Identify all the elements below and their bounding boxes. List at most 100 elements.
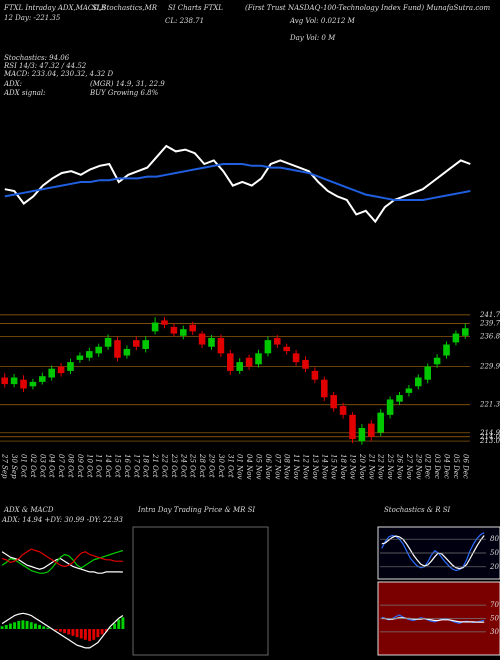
x-tick-label: 18 Nov	[339, 454, 347, 479]
candle-body	[133, 340, 140, 347]
x-tick-label: 22 Oct	[161, 453, 169, 478]
histogram-bar	[21, 620, 25, 629]
candle-body	[339, 406, 347, 415]
x-tick-label: 29 Oct	[208, 453, 216, 478]
annotation: 12 Day: -221.35	[4, 14, 61, 22]
candle-body	[405, 388, 413, 393]
x-tick-label: 25 Nov	[386, 453, 394, 479]
candle-body	[433, 357, 441, 365]
histogram-bar	[29, 622, 33, 629]
histogram-bar	[104, 629, 108, 632]
annotation: MACD: 233.04, 230.32, 4.32 D	[3, 70, 113, 78]
x-tick-label: 09 Oct	[76, 454, 84, 478]
y-tick-label: 239.79	[479, 319, 500, 327]
x-tick-label: 25 Oct	[189, 453, 197, 478]
histogram-bar	[100, 629, 104, 635]
x-tick-label: 27 Sep	[1, 453, 9, 479]
x-tick-label: 15 Nov	[330, 454, 338, 479]
histogram-bar	[13, 622, 17, 629]
candle-body	[48, 368, 55, 378]
y-tick-label: 70	[490, 601, 499, 609]
x-tick-label: 08 Oct	[67, 454, 75, 478]
candle-body	[95, 346, 102, 354]
candle-body	[67, 362, 74, 371]
annotation: SI Charts FTXL	[168, 4, 223, 12]
candle-body	[170, 326, 178, 334]
candle-body	[274, 337, 281, 345]
x-tick-label: 01 Oct	[20, 454, 28, 478]
candle-body	[20, 379, 27, 389]
x-tick-label: 10 Oct	[85, 454, 93, 478]
candle-body	[443, 344, 450, 356]
histogram-bar	[75, 629, 79, 638]
annotation: ADX:	[3, 80, 22, 88]
candle-body	[330, 395, 337, 409]
annotation: Intra Day Trading Price & MR SI	[137, 506, 255, 514]
candle-body	[86, 351, 93, 358]
candle-body	[227, 353, 234, 371]
histogram-bar	[54, 629, 58, 631]
x-tick-label: 04 Oct	[48, 454, 56, 478]
x-tick-label: 04 Nov	[245, 454, 253, 479]
x-tick-label: 30 Sep	[10, 454, 18, 479]
annotation: RSI 14/3: 47.32 / 44.52	[3, 62, 87, 70]
candle-body	[386, 399, 394, 415]
y-tick-label: 214.01	[479, 433, 500, 441]
candle-body	[358, 428, 366, 442]
annotation: SI,Stochastics,MR	[92, 4, 158, 12]
candle-body	[452, 333, 460, 343]
histogram-bar	[83, 629, 87, 640]
x-tick-label: 05 Dec	[452, 454, 460, 479]
histogram-bar	[108, 627, 112, 629]
x-tick-label: 22 Nov	[377, 453, 385, 479]
candle-body	[39, 376, 46, 382]
candle-body	[104, 337, 112, 347]
histogram-bar	[96, 629, 100, 638]
candle-body	[415, 377, 422, 387]
x-tick-label: 20 Nov	[358, 453, 366, 479]
histogram-bar	[4, 624, 8, 629]
x-tick-label: 27 Nov	[405, 453, 413, 479]
intraday-box	[132, 526, 269, 656]
candle-body	[236, 362, 243, 371]
annotation: Avg Vol: 0.0212 M	[289, 17, 356, 25]
x-tick-label: 18 Oct	[142, 454, 150, 478]
candle-body	[114, 340, 121, 358]
histogram-bar	[121, 617, 125, 629]
x-tick-label: 14 Nov	[320, 454, 328, 479]
x-tick-label: 29 Nov	[414, 453, 422, 479]
annotation: ADX signal:	[3, 89, 45, 97]
x-tick-label: 12 Nov	[302, 454, 310, 479]
x-tick-label: 16 Oct	[123, 454, 131, 478]
x-tick-label: 06 Dec	[461, 454, 469, 479]
y-tick-label: 30	[490, 628, 499, 636]
histogram-bar	[33, 623, 37, 629]
histogram-bar	[63, 629, 67, 634]
panel-subtitle: ADX: 14.94 +DY: 30.99 -DY: 22.93	[1, 516, 123, 524]
candle-body	[76, 355, 84, 360]
candle-body	[142, 340, 149, 349]
x-tick-label: 15 Oct	[114, 454, 122, 478]
y-tick-label: 50	[490, 615, 499, 623]
candle-body	[264, 340, 272, 354]
y-tick-label: 229.99	[479, 363, 500, 371]
x-tick-label: 31 Oct	[226, 454, 234, 478]
x-tick-label: 01 Nov	[236, 454, 244, 479]
x-tick-label: 11 Nov	[292, 454, 300, 479]
series-line	[381, 617, 485, 623]
annotation: (MGR) 14.9, 31, 22.9	[90, 80, 165, 88]
panel-title: Stochastics & R SI	[384, 506, 451, 514]
x-tick-label: 11 Oct	[95, 454, 103, 478]
candle-body	[462, 328, 469, 336]
candle-body	[377, 412, 384, 433]
histogram-bar	[0, 626, 4, 629]
candle-body	[396, 395, 403, 402]
candle-body	[198, 333, 206, 345]
candle-body	[349, 414, 356, 440]
x-tick-label: 21 Oct	[151, 453, 159, 478]
histogram-bar	[71, 629, 75, 636]
histogram-bar	[58, 629, 62, 632]
series-line	[1, 549, 124, 574]
y-tick-label: 20	[489, 563, 499, 571]
